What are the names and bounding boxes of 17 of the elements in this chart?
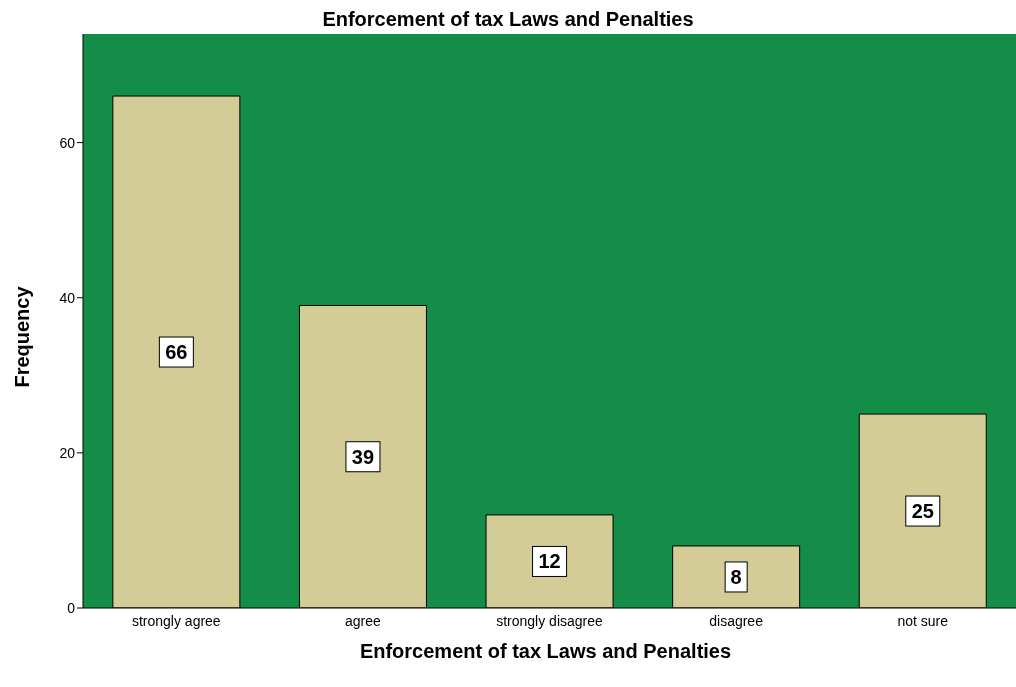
x-tick-label: not sure: [897, 612, 949, 629]
data-label: 12: [538, 550, 561, 573]
data-label: 39: [351, 445, 375, 468]
data-label: 8: [730, 565, 742, 588]
data-label: 25: [911, 500, 934, 523]
x-tick-label: agree: [344, 612, 382, 629]
x-axis-title: Enforcement of tax Laws and Penalties: [358, 640, 733, 663]
x-tick-label: disagree: [709, 612, 764, 629]
y-tick-label: 60: [59, 134, 76, 151]
x-tick-label: strongly agree: [131, 612, 221, 629]
y-axis-title: Frequency: [10, 286, 34, 388]
chart-title: Enforcement of tax Laws and Penalties: [321, 8, 695, 31]
x-tick-label: strongly disagree: [496, 612, 604, 629]
y-tick-label: 40: [59, 289, 76, 306]
y-tick-label: 0: [67, 599, 76, 616]
data-label: 66: [165, 341, 188, 364]
y-tick-label: 20: [59, 444, 76, 461]
